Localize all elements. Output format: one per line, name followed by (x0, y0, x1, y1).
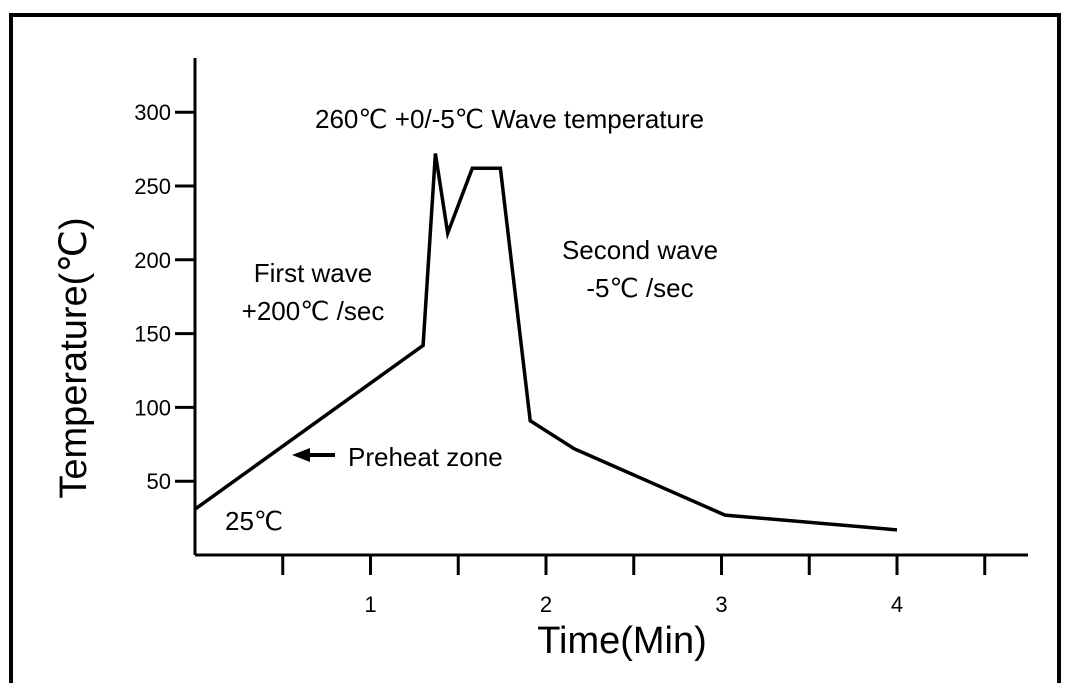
y-tick-label: 100 (134, 395, 171, 420)
annotations: 260℃ +0/-5℃ Wave temperature First wave +2… (225, 104, 718, 536)
y-tick-label: 300 (134, 100, 171, 125)
annotation-second-wave-2: -5℃ /sec (586, 273, 693, 303)
preheat-arrow-head (292, 448, 310, 462)
y-axis-title: Temperature(℃) (53, 217, 95, 498)
annotation-preheat: Preheat zone (348, 442, 503, 472)
axes (193, 58, 1028, 557)
annotation-first-wave-2: +200℃ /sec (242, 296, 385, 326)
x-tick-label: 3 (715, 592, 727, 617)
annotation-first-wave-1: First wave (254, 258, 372, 288)
annotation-start-temp: 25℃ (225, 506, 283, 536)
x-tick-label: 1 (364, 592, 376, 617)
chart-frame (9, 13, 1061, 683)
temperature-profile-line (193, 153, 898, 532)
y-tick-label: 250 (134, 174, 171, 199)
y-tick-label: 50 (147, 469, 171, 494)
x-axis-title: Time(Min) (537, 620, 707, 662)
x-tick-label: 4 (891, 592, 903, 617)
y-tick-label: 150 (134, 322, 171, 347)
ticks: 1 2 3 4 50 100 150 200 250 300 (134, 100, 987, 617)
annotation-second-wave-1: Second wave (562, 235, 718, 265)
x-tick-label: 2 (540, 592, 552, 617)
annotation-wave-temp: 260℃ +0/-5℃ Wave temperature (315, 104, 704, 134)
y-tick-label: 200 (134, 248, 171, 273)
series-layer (193, 153, 898, 532)
